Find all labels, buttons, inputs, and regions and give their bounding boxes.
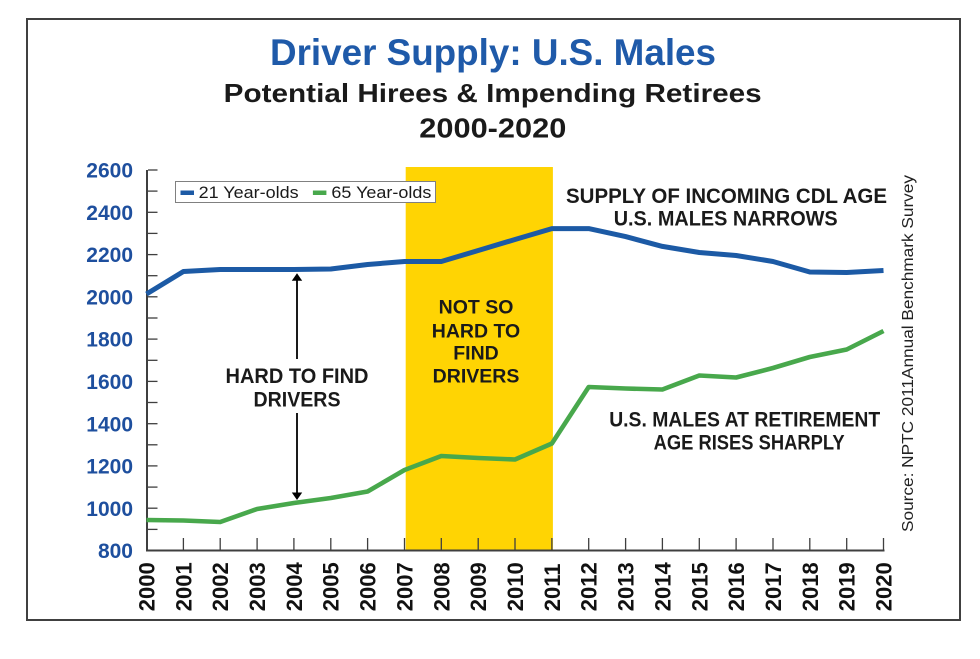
svg-text:SUPPLY OF INCOMING CDL AGE: SUPPLY OF INCOMING CDL AGE (566, 185, 887, 208)
svg-text:1600: 1600 (86, 371, 133, 394)
svg-text:AGE RISES SHARPLY: AGE RISES SHARPLY (654, 432, 845, 455)
svg-text:2008: 2008 (429, 562, 454, 611)
svg-text:21 Year-olds: 21 Year-olds (199, 184, 299, 202)
svg-text:2013: 2013 (614, 562, 639, 611)
svg-text:1200: 1200 (86, 456, 133, 479)
svg-text:2012: 2012 (577, 562, 602, 611)
svg-text:2014: 2014 (650, 561, 675, 611)
svg-text:Source: NPTC 2011Annual Benchm: Source: NPTC 2011Annual Benchmark Survey (900, 175, 917, 532)
svg-text:U.S. MALES NARROWS: U.S. MALES NARROWS (614, 208, 838, 231)
svg-text:2010: 2010 (503, 562, 528, 611)
svg-text:2007: 2007 (392, 562, 417, 611)
svg-text:2200: 2200 (86, 244, 133, 267)
svg-text:2000: 2000 (134, 562, 159, 611)
svg-text:HARD TO FIND: HARD TO FIND (226, 365, 369, 388)
svg-text:2001: 2001 (171, 562, 196, 611)
svg-text:2003: 2003 (245, 562, 270, 611)
svg-text:1400: 1400 (86, 413, 133, 436)
svg-text:2020: 2020 (872, 562, 897, 611)
svg-text:2015: 2015 (687, 562, 712, 611)
svg-text:2016: 2016 (724, 562, 749, 611)
svg-text:Driver Supply: U.S. Males: Driver Supply: U.S. Males (270, 32, 716, 73)
svg-text:2400: 2400 (86, 202, 133, 225)
svg-text:2006: 2006 (356, 562, 381, 611)
svg-text:NOT SO: NOT SO (439, 297, 514, 319)
svg-text:2018: 2018 (798, 562, 823, 611)
svg-text:2000: 2000 (86, 286, 133, 309)
svg-text:2019: 2019 (835, 562, 860, 611)
svg-text:800: 800 (98, 540, 133, 563)
svg-text:FIND: FIND (453, 343, 499, 365)
svg-text:DRIVERS: DRIVERS (433, 366, 520, 388)
svg-text:2000-2020: 2000-2020 (419, 113, 566, 144)
svg-text:2600: 2600 (86, 160, 133, 183)
svg-text:1000: 1000 (86, 498, 133, 521)
svg-text:U.S. MALES AT RETIREMENT: U.S. MALES AT RETIREMENT (609, 409, 880, 432)
svg-text:2011: 2011 (540, 563, 565, 611)
svg-text:Potential Hirees & Impending R: Potential Hirees & Impending Retirees (224, 78, 762, 108)
svg-text:1800: 1800 (86, 329, 133, 352)
svg-text:2002: 2002 (208, 562, 233, 611)
svg-text:2004: 2004 (282, 561, 307, 611)
svg-text:2005: 2005 (319, 562, 344, 611)
svg-text:2009: 2009 (466, 562, 491, 611)
svg-text:65 Year-olds: 65 Year-olds (331, 184, 431, 202)
svg-text:2017: 2017 (761, 562, 786, 611)
svg-text:DRIVERS: DRIVERS (254, 389, 341, 412)
svg-text:HARD TO: HARD TO (432, 321, 520, 343)
